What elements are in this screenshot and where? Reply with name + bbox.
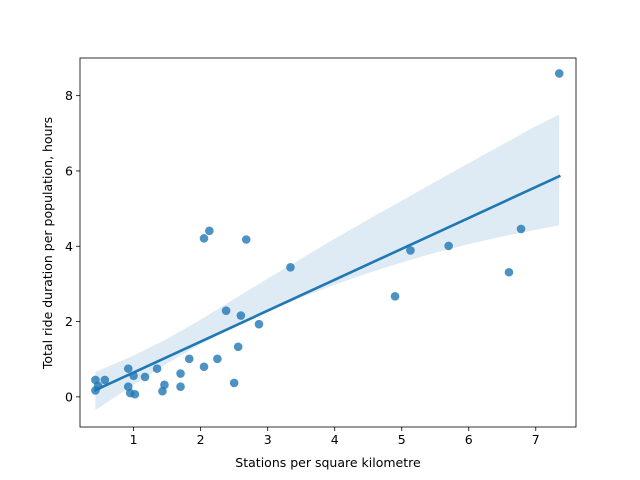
data-point [130,389,140,399]
data-point [176,369,185,378]
data-point [504,267,514,277]
data-point [229,378,239,388]
data-point [254,319,264,329]
data-point [199,362,209,372]
data-point [152,364,162,373]
data-point [123,364,133,373]
data-point [184,354,194,364]
data-point [221,306,231,315]
y-tick-label: 4 [65,239,73,254]
plot-frame [79,57,577,428]
data-point [140,372,150,382]
data-point [444,241,453,251]
x-tick-label: 7 [532,432,540,447]
x-tick-label: 2 [197,432,205,447]
data-point [160,380,169,390]
x-tick-label: 5 [398,432,406,447]
data-point [286,263,295,272]
y-tick-label: 8 [65,88,73,103]
y-tick-label: 0 [65,389,73,404]
y-tick-label: 2 [65,314,73,329]
data-point [390,292,400,301]
data-point [205,226,214,236]
data-point [406,246,415,255]
x-tick-label: 4 [331,432,339,447]
data-point [93,381,103,391]
regression-line [93,174,561,392]
y-axis-label: Total ride duration per population, hour… [40,117,55,370]
data-point [100,375,110,385]
confidence-band-layer [95,114,560,411]
data-point [199,234,209,243]
x-tick-label: 6 [465,432,473,447]
data-point [129,371,138,381]
confidence-band [95,114,560,411]
data-point [233,342,243,352]
x-axis-label: Stations per square kilometre [235,455,421,470]
data-point [236,311,246,320]
data-point [241,235,251,244]
y-tick-label: 6 [65,163,73,178]
data-point [516,224,526,234]
x-tick-label: 3 [264,432,272,447]
data-points-layer [91,69,564,399]
data-point [176,382,185,392]
data-point [554,69,564,78]
x-tick-label: 1 [130,432,138,447]
axes: 1 2 3 4 5 6 7 0 2 4 6 8 [65,57,577,447]
regression-line-layer [93,174,561,392]
data-point [213,354,222,364]
